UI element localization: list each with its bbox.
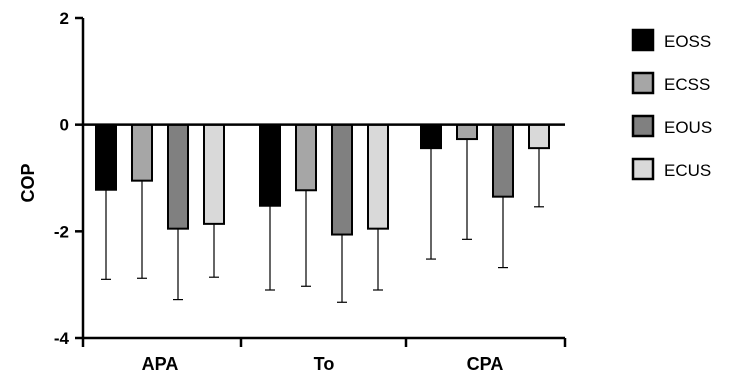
error-bars-layer — [101, 139, 544, 303]
bar-ecss-to — [295, 123, 317, 192]
y-tick-label: 0 — [60, 116, 69, 135]
bar-eoss-to — [259, 123, 281, 207]
y-axis-title: COP — [18, 163, 38, 202]
y-tick-label: -2 — [54, 222, 69, 241]
legend-label-ecus: ECUS — [664, 161, 711, 180]
legend-label-eoss: EOSS — [664, 32, 711, 51]
axes-layer — [81, 18, 565, 340]
bar-eoss-cpa — [420, 123, 442, 150]
legend: EOSS ECSS EOUS ECUS — [631, 28, 712, 181]
legend-swatch-ecss — [631, 71, 655, 95]
x-tick-label: APA — [142, 354, 179, 374]
bar-ecus-apa — [203, 123, 225, 225]
bar-eous-cpa — [492, 123, 514, 198]
bar-ecss-apa — [131, 123, 153, 182]
bar-ecus-to — [367, 123, 389, 230]
x-tick-label: To — [314, 354, 335, 374]
bar-ecss-cpa — [456, 123, 478, 141]
legend-label-ecss: ECSS — [664, 75, 710, 94]
y-tick-label: -4 — [54, 329, 70, 348]
legend-swatch-eous — [631, 114, 655, 138]
x-tick-label: CPA — [467, 354, 504, 374]
bar-eous-to — [331, 123, 353, 236]
x-ticks: APA To CPA — [81, 338, 567, 374]
legend-label-eous: EOUS — [664, 118, 712, 137]
bar-eous-apa — [167, 123, 189, 230]
legend-swatch-eoss — [631, 28, 655, 52]
bar-eoss-apa — [95, 123, 117, 191]
y-ticks: 2 0 -2 -4 — [54, 9, 83, 348]
y-tick-label: 2 — [60, 9, 69, 28]
bars-layer — [95, 123, 550, 236]
legend-swatch-ecus — [631, 157, 655, 181]
bar-ecus-cpa — [528, 123, 550, 150]
